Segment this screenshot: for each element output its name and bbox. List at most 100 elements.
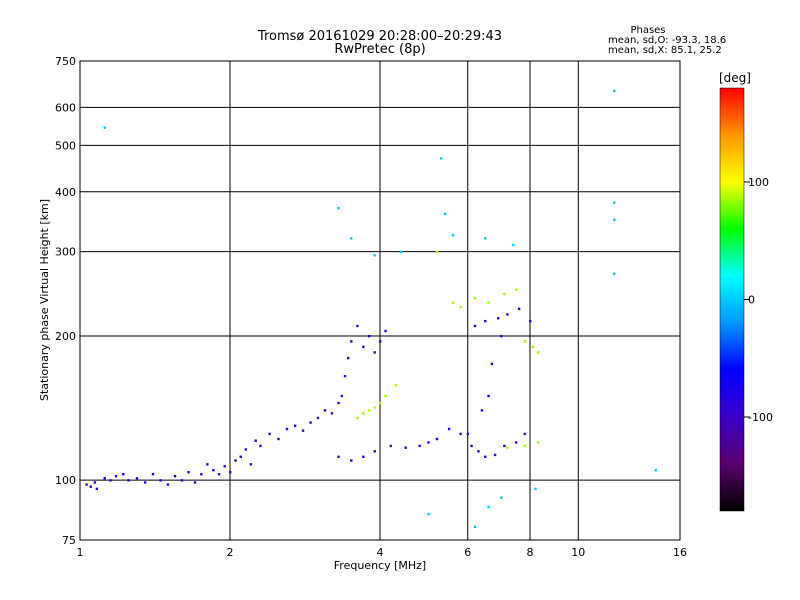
data-point: [493, 453, 497, 457]
data-point: [470, 444, 473, 448]
chart-subtitle: RwPretec (8p): [334, 42, 425, 57]
y-tick-label: 600: [55, 101, 76, 114]
x-axis-ticks: 1 2 4 6 8 10 16: [77, 546, 688, 559]
data-point: [293, 424, 297, 427]
data-point: [180, 479, 184, 482]
colorbar: [719, 87, 745, 512]
data-point: [503, 444, 506, 448]
data-point: [367, 334, 371, 338]
data-point: [435, 250, 439, 254]
y-tick-label: 400: [55, 186, 76, 199]
data-point: [95, 487, 99, 491]
data-point: [316, 416, 320, 420]
data-point: [330, 412, 334, 415]
data-point: [487, 394, 490, 398]
data-point: [350, 237, 353, 240]
data-point: [487, 505, 490, 509]
data-point: [503, 292, 506, 296]
data-point: [350, 340, 353, 343]
data-point: [89, 485, 92, 488]
data-point: [523, 432, 526, 436]
data-point: [114, 475, 118, 478]
stats-heading: Phases: [630, 25, 665, 36]
data-point: [362, 455, 365, 458]
data-point: [234, 459, 237, 462]
data-point: [473, 324, 477, 328]
data-point: [122, 473, 125, 476]
data-point: [259, 444, 262, 448]
data-point: [373, 450, 376, 453]
data-point: [451, 233, 455, 237]
data-point: [404, 446, 407, 449]
data-point: [93, 481, 97, 484]
data-point: [379, 401, 382, 405]
colorbar-tick-label: -100: [748, 411, 773, 424]
data-point: [484, 237, 487, 240]
data-point: [490, 362, 494, 366]
x-tick-label: 1: [77, 546, 84, 559]
data-point: [173, 475, 177, 478]
data-point: [435, 437, 439, 441]
plot-frame: [79, 60, 681, 541]
data-point: [506, 313, 509, 316]
data-point: [427, 441, 430, 444]
x-tick-label: 10: [571, 546, 585, 559]
data-point: [127, 479, 130, 482]
data-point: [356, 416, 359, 420]
data-point: [356, 324, 359, 328]
x-tick-label: 4: [377, 546, 384, 559]
data-point: [346, 356, 350, 360]
x-tick-label: 2: [227, 546, 234, 559]
data-point: [500, 496, 503, 499]
y-axis-ticks: 75 100 200 300 400 500 600 750: [55, 55, 76, 547]
data-point: [229, 470, 232, 474]
data-point: [254, 439, 257, 442]
data-point: [159, 479, 162, 482]
data-point: [523, 444, 526, 448]
data-point: [151, 473, 155, 476]
data-point: [427, 512, 430, 516]
data-point: [477, 450, 480, 453]
data-point: [239, 455, 242, 458]
data-point: [277, 437, 280, 441]
y-axis-label: Stationary phase Virtual Height [km]: [38, 199, 51, 401]
data-point: [323, 409, 327, 412]
data-point: [536, 351, 540, 354]
data-point: [531, 345, 535, 349]
data-point: [394, 383, 398, 387]
chart-title: Tromsø 20161029 20:28:00–20:29:43: [257, 29, 502, 44]
data-point: [379, 340, 382, 343]
colorbar-label: [deg]: [719, 71, 751, 85]
data-point: [193, 481, 197, 484]
y-tick-label: 200: [55, 330, 76, 343]
data-point: [309, 421, 312, 424]
data-point: [217, 473, 221, 476]
data-point: [244, 448, 248, 451]
data-points: [85, 89, 658, 528]
data-point: [484, 455, 487, 458]
data-point: [373, 351, 376, 354]
data-point: [523, 340, 526, 343]
data-point: [166, 483, 170, 486]
x-tick-label: 6: [464, 546, 471, 559]
data-point: [536, 441, 540, 444]
data-point: [473, 525, 477, 528]
data-point: [285, 427, 289, 431]
data-point: [534, 487, 537, 491]
data-point: [512, 243, 515, 247]
data-point: [301, 429, 305, 432]
data-point: [135, 477, 139, 480]
data-point: [613, 272, 616, 275]
data-point: [480, 409, 484, 412]
data-point: [268, 432, 271, 436]
data-point: [85, 483, 88, 486]
data-point: [109, 479, 112, 482]
data-point: [418, 444, 421, 448]
colorbar-ticks: 100 0 -100: [744, 176, 773, 424]
data-point: [389, 444, 392, 448]
data-point: [212, 469, 215, 472]
data-point: [459, 305, 462, 309]
data-point: [466, 432, 470, 436]
data-point: [367, 409, 371, 412]
y-tick-label: 500: [55, 139, 76, 152]
